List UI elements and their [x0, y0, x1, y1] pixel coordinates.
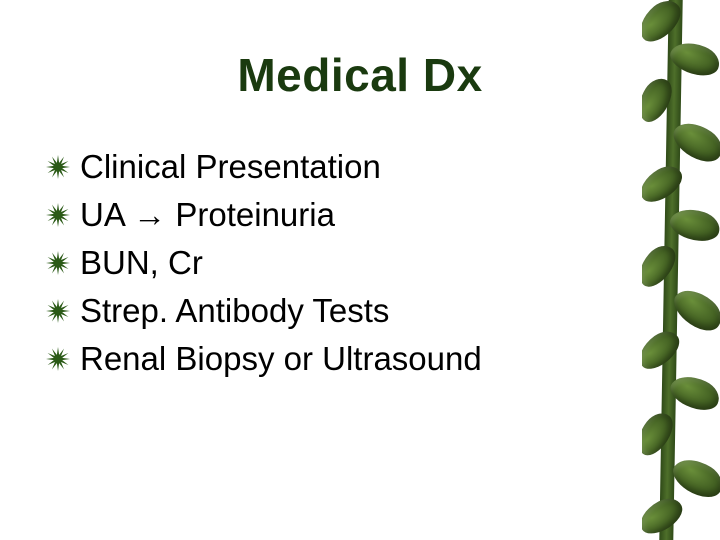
- list-item-label: BUN, Cr: [80, 244, 203, 282]
- leaf-decoration: [642, 0, 720, 540]
- list-item-label: Strep. Antibody Tests: [80, 292, 389, 330]
- list-item-label: Renal Biopsy or Ultrasound: [80, 340, 482, 378]
- list-item-label: UA → Proteinuria: [80, 196, 335, 234]
- slide: Medical Dx Clinical Presentation UA → Pro…: [0, 0, 720, 540]
- list-item: Renal Biopsy or Ultrasound: [46, 340, 606, 378]
- starburst-icon: [46, 155, 70, 179]
- starburst-icon: [46, 251, 70, 275]
- list-item: BUN, Cr: [46, 244, 606, 282]
- starburst-icon: [46, 203, 70, 227]
- slide-title: Medical Dx: [0, 48, 720, 102]
- list-item: Clinical Presentation: [46, 148, 606, 186]
- list-item: Strep. Antibody Tests: [46, 292, 606, 330]
- list-item-label: Clinical Presentation: [80, 148, 381, 186]
- starburst-icon: [46, 347, 70, 371]
- starburst-icon: [46, 299, 70, 323]
- leaf-icon: [667, 451, 720, 506]
- bullet-list: Clinical Presentation UA → Proteinuria BUN…: [46, 148, 606, 388]
- list-item: UA → Proteinuria: [46, 196, 606, 234]
